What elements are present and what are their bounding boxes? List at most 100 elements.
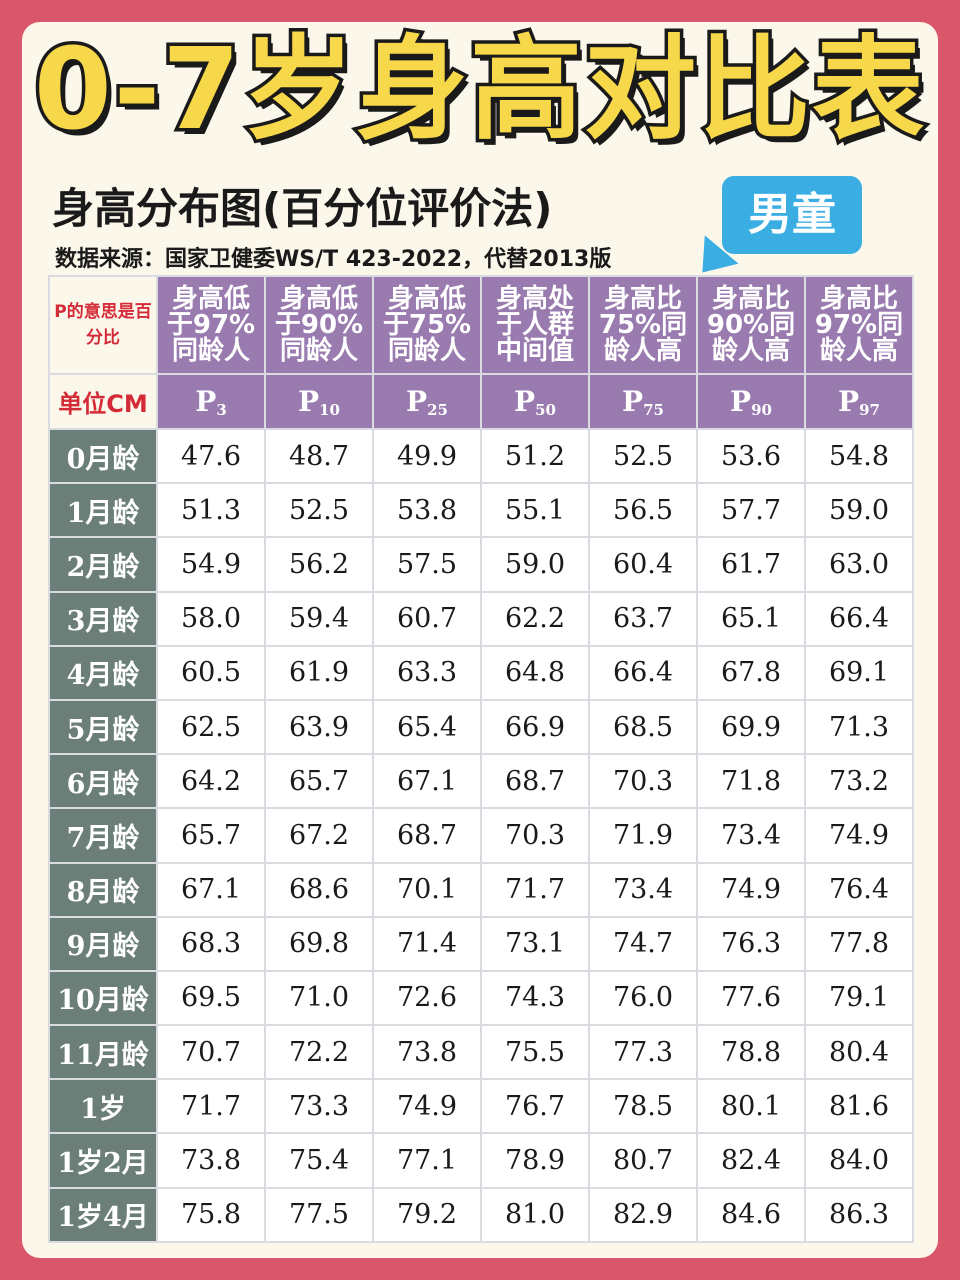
height-value: 66.4	[588, 644, 698, 701]
table-row: 7月龄 65.7 67.2 68.7 70.3 71.9 73.4 74.9	[48, 807, 914, 864]
height-value: 77.6	[696, 969, 806, 1027]
height-value: 73.4	[588, 861, 698, 918]
height-value: 74.9	[804, 807, 914, 864]
height-value: 70.3	[588, 753, 698, 810]
height-value: 70.3	[480, 807, 590, 864]
height-value: 61.9	[264, 644, 374, 701]
height-value: 59.0	[480, 536, 590, 593]
height-value: 76.7	[480, 1078, 590, 1135]
subtitle: 身高分布图(百分位评价法)	[52, 184, 553, 233]
table-row: 1岁 71.7 73.3 74.9 76.7 78.5 80.1 81.6	[48, 1078, 914, 1135]
height-value: 72.6	[372, 969, 482, 1027]
height-value: 56.2	[264, 536, 374, 593]
percentile-header: P97	[804, 373, 914, 430]
height-value: 53.8	[372, 482, 482, 539]
height-value: 78.8	[696, 1024, 806, 1081]
height-value: 71.9	[588, 807, 698, 864]
height-value: 65.7	[156, 807, 266, 864]
height-value: 65.1	[696, 590, 806, 647]
height-value: 80.7	[588, 1132, 698, 1189]
age-label: 6月龄	[48, 753, 158, 810]
height-value: 60.4	[588, 536, 698, 593]
height-value: 82.9	[588, 1186, 698, 1244]
height-value: 84.6	[696, 1186, 806, 1244]
height-value: 75.5	[480, 1024, 590, 1081]
page-title: 0-7岁身高对比表	[30, 22, 927, 159]
height-value: 67.8	[696, 644, 806, 701]
age-label: 1岁4月	[48, 1186, 158, 1244]
table-row: 1岁4月 75.8 77.5 79.2 81.0 82.9 84.6 86.3	[48, 1186, 914, 1244]
height-value: 56.5	[588, 482, 698, 539]
age-label: 1岁2月	[48, 1132, 158, 1189]
age-label: 2月龄	[48, 536, 158, 593]
height-value: 71.3	[804, 698, 914, 756]
height-value: 80.4	[804, 1024, 914, 1081]
height-value: 77.8	[804, 915, 914, 972]
description-header-row: P的意思是百分比 身高低于97%同龄人 身高低于90%同龄人 身高低于75%同龄…	[48, 275, 914, 375]
height-value: 48.7	[264, 427, 374, 485]
data-source-note: 数据来源：国家卫健委WS/T 423-2022，代替2013版	[55, 247, 612, 272]
height-value: 57.7	[696, 482, 806, 539]
height-value: 64.2	[156, 753, 266, 810]
table-row: 1岁2月 73.8 75.4 77.1 78.9 80.7 82.4 84.0	[48, 1132, 914, 1189]
table-row: 0月龄 47.6 48.7 49.9 51.2 52.5 53.6 54.8	[48, 427, 914, 485]
height-value: 73.8	[372, 1024, 482, 1081]
height-value: 77.3	[588, 1024, 698, 1081]
height-value: 54.8	[804, 427, 914, 485]
height-value: 74.9	[372, 1078, 482, 1135]
height-value: 67.1	[372, 753, 482, 810]
table-row: 5月龄 62.5 63.9 65.4 66.9 68.5 69.9 71.3	[48, 698, 914, 756]
height-value: 73.4	[696, 807, 806, 864]
height-value: 74.7	[588, 915, 698, 972]
column-description: 身高低于75%同龄人	[372, 275, 482, 375]
height-value: 73.1	[480, 915, 590, 972]
height-value: 64.8	[480, 644, 590, 701]
height-value: 81.6	[804, 1078, 914, 1135]
age-label: 10月龄	[48, 969, 158, 1027]
height-value: 67.2	[264, 807, 374, 864]
height-value: 63.9	[264, 698, 374, 756]
column-description: 身高比75%同龄人高	[588, 275, 698, 375]
height-value: 49.9	[372, 427, 482, 485]
height-value: 59.4	[264, 590, 374, 647]
column-description: 身高低于97%同龄人	[156, 275, 266, 375]
age-label: 1岁	[48, 1078, 158, 1135]
height-value: 71.7	[156, 1078, 266, 1135]
height-table: P的意思是百分比 身高低于97%同龄人 身高低于90%同龄人 身高低于75%同龄…	[48, 275, 914, 1244]
height-value: 61.7	[696, 536, 806, 593]
table-row: 6月龄 64.2 65.7 67.1 68.7 70.3 71.8 73.2	[48, 753, 914, 810]
percentile-header: P3	[156, 373, 266, 430]
age-label: 8月龄	[48, 861, 158, 918]
height-value: 63.0	[804, 536, 914, 593]
height-value: 69.9	[696, 698, 806, 756]
age-label: 7月龄	[48, 807, 158, 864]
age-label: 1月龄	[48, 482, 158, 539]
height-value: 68.7	[372, 807, 482, 864]
age-label: 11月龄	[48, 1024, 158, 1081]
height-value: 73.8	[156, 1132, 266, 1189]
table-body: 0月龄 47.6 48.7 49.9 51.2 52.5 53.6 54.8 1月龄 51.3 52…	[48, 427, 914, 1244]
height-value: 72.2	[264, 1024, 374, 1081]
height-value: 63.3	[372, 644, 482, 701]
table-row: 2月龄 54.9 56.2 57.5 59.0 60.4 61.7 63.0	[48, 536, 914, 593]
height-value: 75.4	[264, 1132, 374, 1189]
table-row: 10月龄 69.5 71.0 72.6 74.3 76.0 77.6 79.1	[48, 969, 914, 1027]
height-value: 68.3	[156, 915, 266, 972]
percentile-header: P90	[696, 373, 806, 430]
column-description: 身高比90%同龄人高	[696, 275, 806, 375]
percentile-note: P的意思是百分比	[48, 275, 158, 375]
height-value: 68.5	[588, 698, 698, 756]
gender-badge: 男童	[722, 176, 862, 254]
height-value: 70.1	[372, 861, 482, 918]
height-value: 60.7	[372, 590, 482, 647]
height-value: 74.9	[696, 861, 806, 918]
height-value: 82.4	[696, 1132, 806, 1189]
height-value: 66.9	[480, 698, 590, 756]
height-value: 51.2	[480, 427, 590, 485]
height-value: 78.5	[588, 1078, 698, 1135]
height-value: 47.6	[156, 427, 266, 485]
height-value: 70.7	[156, 1024, 266, 1081]
height-value: 71.7	[480, 861, 590, 918]
height-value: 65.4	[372, 698, 482, 756]
height-value: 69.1	[804, 644, 914, 701]
